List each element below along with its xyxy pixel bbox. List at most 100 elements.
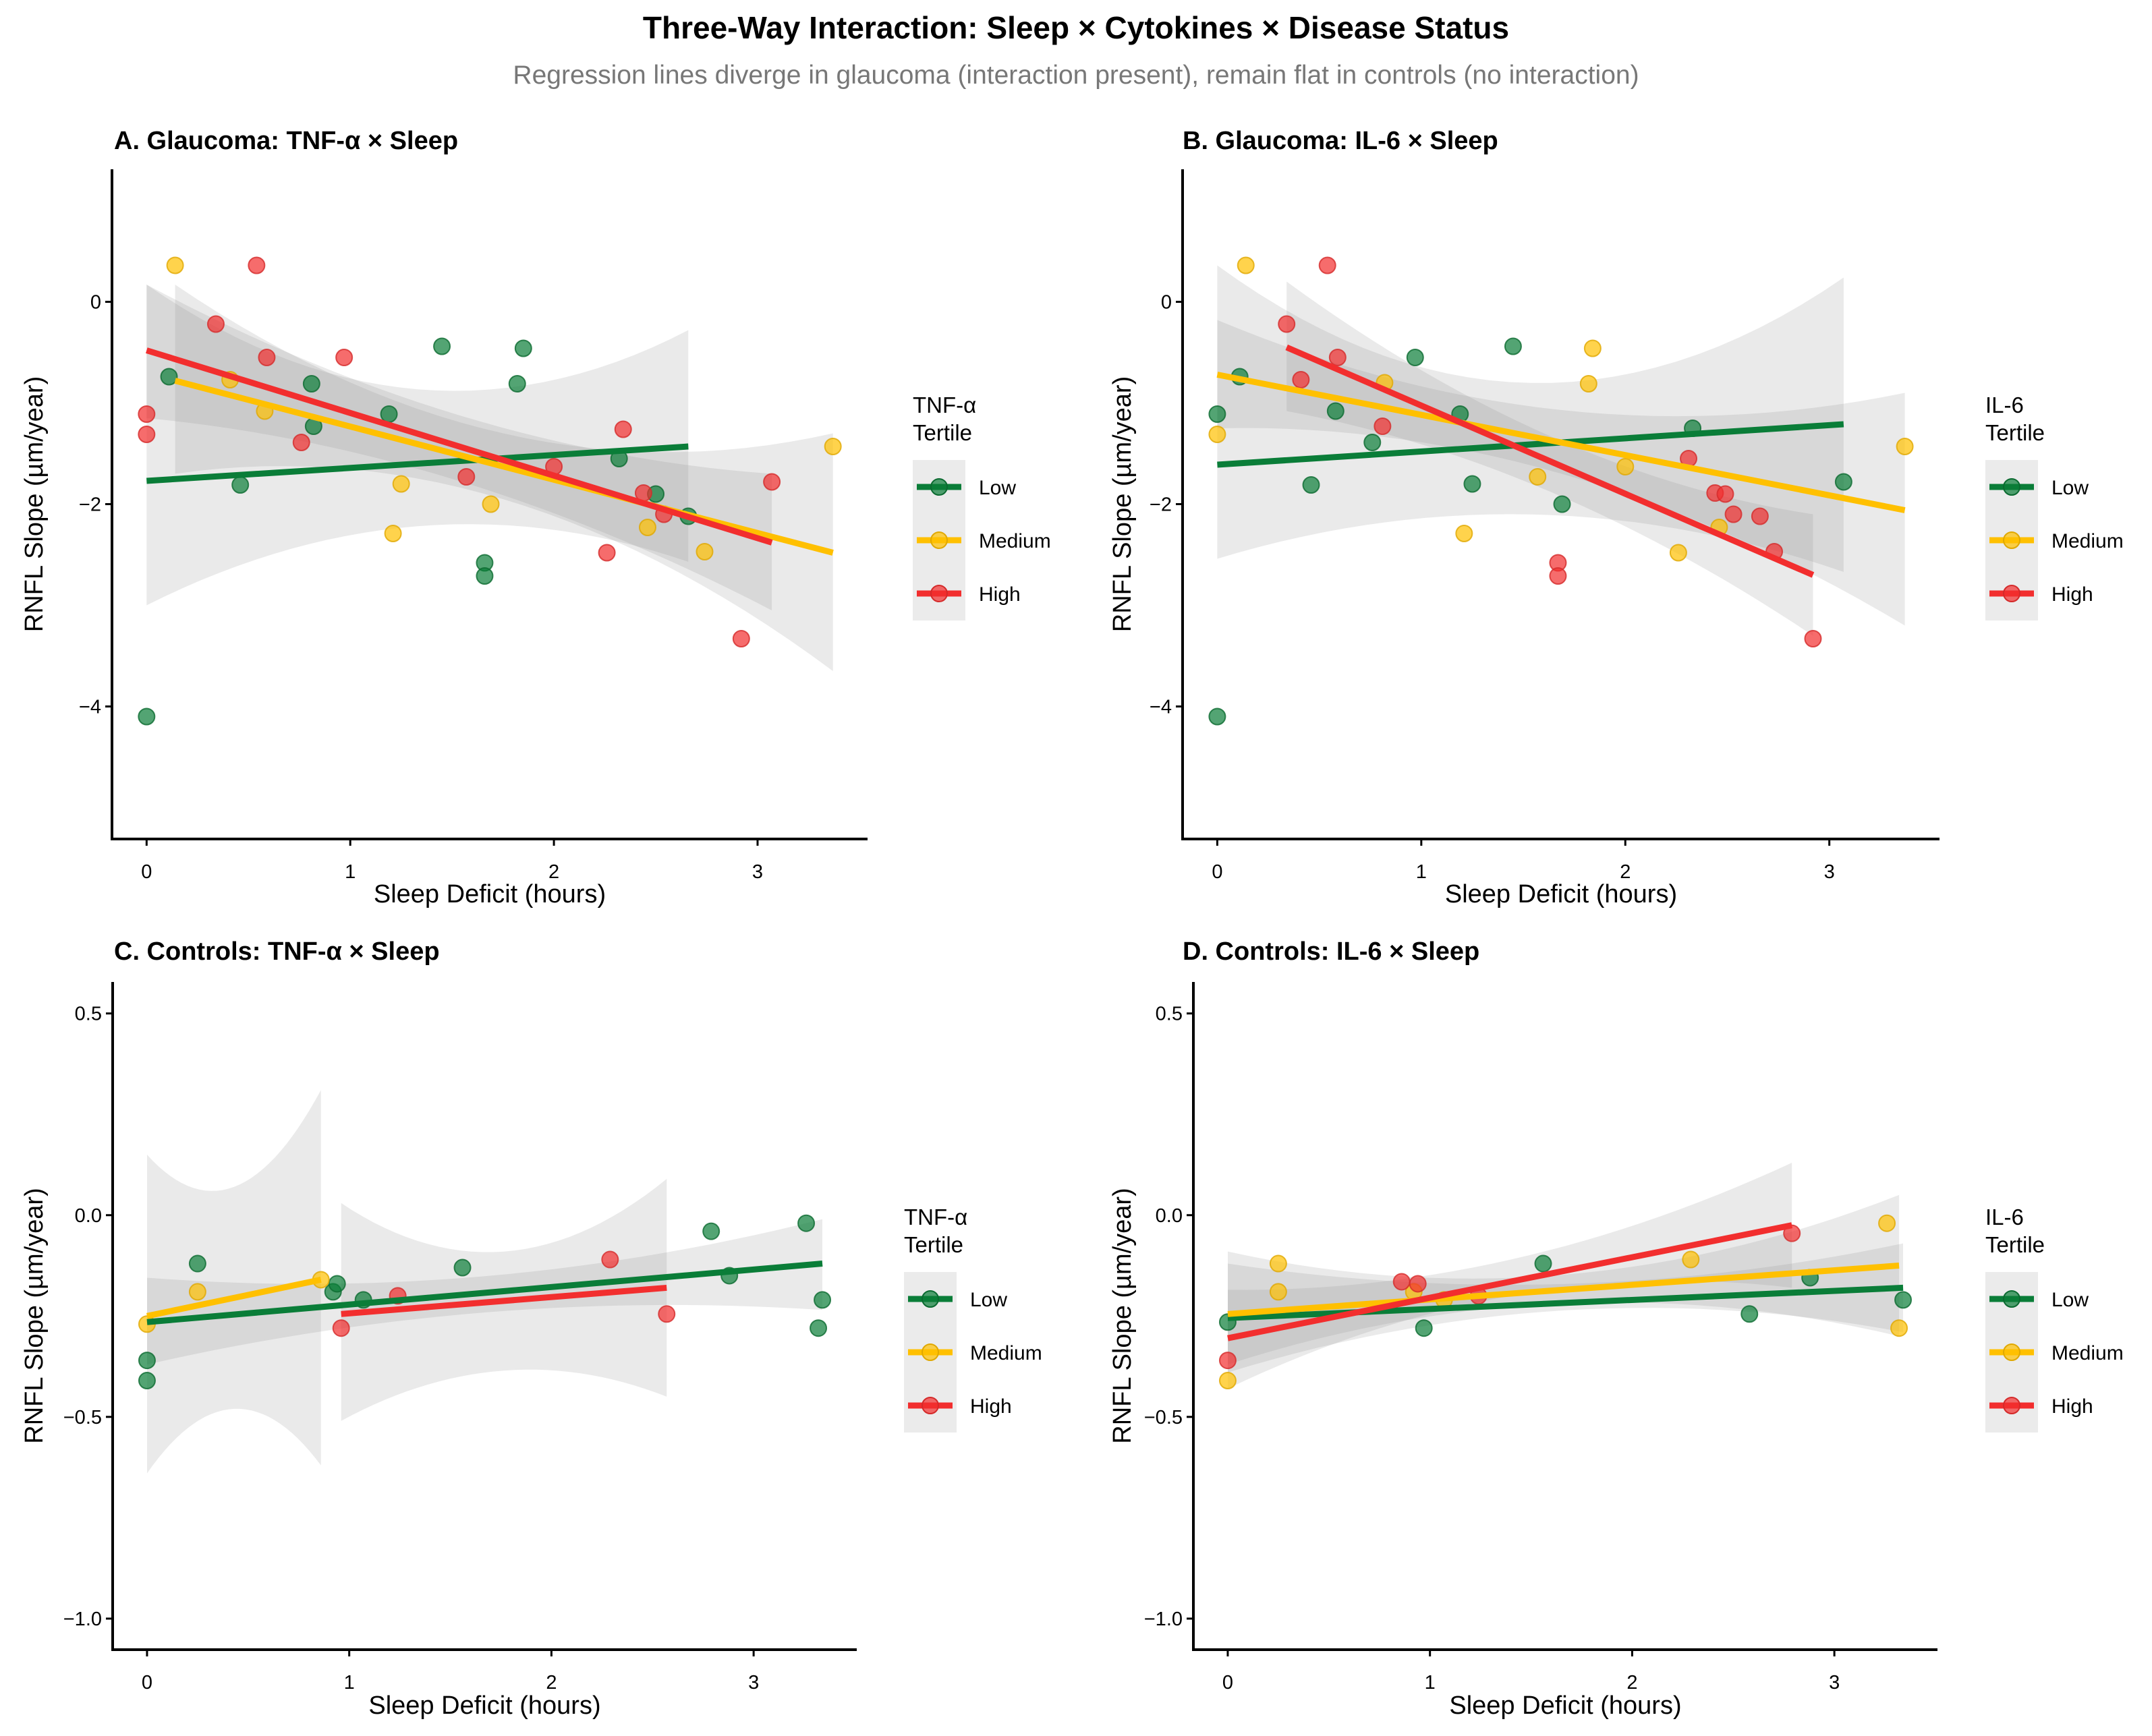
panel-c-title: C. Controls: TNF-α × Sleep (114, 937, 440, 966)
data-point-medium (482, 495, 500, 513)
data-point-low (1302, 476, 1320, 494)
legend-title: TNF-α (904, 1205, 967, 1229)
legend-label-medium: Medium (970, 1342, 1042, 1364)
fit-line-low (146, 443, 689, 484)
x-tick-label: 3 (748, 1672, 759, 1694)
data-point-medium (392, 475, 410, 493)
ci-ribbon-medium (175, 285, 833, 671)
data-point-medium (384, 525, 402, 542)
data-point-high (1409, 1275, 1427, 1293)
fit-line-low (146, 1261, 823, 1325)
y-tick-label: −2 (79, 494, 101, 516)
data-point-high (614, 420, 632, 438)
x-tick-label: 1 (1425, 1672, 1436, 1694)
x-tick-label: 0 (142, 1672, 152, 1694)
data-point-high (1804, 630, 1822, 647)
y-axis-label: RNFL Slope (µm/year) (20, 1188, 49, 1443)
fit-line-medium (174, 378, 834, 556)
data-point-medium (1237, 256, 1255, 274)
legend-title-line2: Tertile (904, 1232, 963, 1257)
data-point-medium (1682, 1250, 1700, 1269)
legend-key-point-medium (922, 1343, 939, 1361)
panel-d-title: D. Controls: IL-6 × Sleep (1183, 937, 1480, 966)
legend-key-point-low (930, 478, 948, 496)
data-point-high (292, 434, 310, 451)
legend-label-low: Low (970, 1289, 1007, 1311)
ci-ribbon-medium (1228, 1194, 1900, 1365)
data-point-high (1292, 371, 1310, 388)
fit-line-medium (1227, 1263, 1900, 1317)
data-point-high (258, 349, 276, 366)
x-axis-label: Sleep Deficit (hours) (1449, 1691, 1681, 1720)
data-point-high (1392, 1273, 1411, 1291)
data-point-low (1406, 349, 1424, 366)
legend-key-point-low (2003, 1290, 2020, 1308)
data-point-medium (166, 256, 184, 274)
legend-key-point-medium (2003, 531, 2020, 549)
fit-line-high (341, 1284, 667, 1317)
legend-key-point-high (930, 585, 948, 602)
x-tick-label: 0 (1212, 861, 1222, 883)
y-tick-label: −4 (1150, 697, 1172, 718)
y-axis-label: RNFL Slope (µm/year) (1108, 376, 1137, 632)
data-point-high (335, 349, 353, 366)
legend-key-point-high (2003, 1397, 2020, 1414)
data-point-low (1894, 1291, 1913, 1309)
y-tick-label: −0.5 (1144, 1407, 1183, 1428)
fit-line-medium (1216, 372, 1906, 513)
y-tick-label: −1.0 (63, 1609, 102, 1630)
panel-b-title: B. Glaucoma: IL-6 × Sleep (1183, 127, 1498, 155)
y-tick-label: 0.0 (1156, 1205, 1183, 1227)
data-point-medium (638, 519, 656, 536)
x-tick-label: 1 (1416, 861, 1427, 883)
data-point-low (138, 1352, 156, 1370)
legend: IL-6 Tertile Low Medium High (1985, 393, 2124, 620)
data-point-medium (1208, 426, 1226, 443)
y-tick-label: −1.0 (1144, 1609, 1183, 1630)
legend-title-line2: Tertile (1985, 420, 2045, 445)
data-point-medium (188, 1283, 206, 1301)
ci-ribbon-medium (1217, 320, 1905, 626)
data-point-high (248, 256, 266, 274)
y-tick-label: −4 (79, 697, 101, 718)
panel-b: 0 1 2 3 0 −2 −4 Sleep Deficit (hours) RNFL Slope… (1108, 169, 2124, 908)
ci-ribbon-high (1228, 1163, 1792, 1389)
x-tick-label: 2 (546, 1672, 557, 1694)
data-point-medium (1529, 468, 1547, 486)
data-point-low (514, 339, 532, 357)
fit-line-low (1217, 421, 1844, 468)
data-point-low (188, 1254, 206, 1273)
legend-label-low: Low (2051, 477, 2089, 499)
fit-line-high (1285, 344, 1815, 578)
x-tick-label: 0 (1222, 1672, 1233, 1694)
data-point-medium (1669, 544, 1687, 562)
data-point-high (138, 426, 156, 443)
data-point-low (1740, 1305, 1759, 1323)
x-tick-label: 0 (141, 861, 152, 883)
data-point-high (1783, 1224, 1801, 1242)
legend: TNF-α Tertile Low Medium High (904, 1205, 1042, 1433)
y-axis-label: RNFL Slope (µm/year) (1108, 1188, 1137, 1443)
fit-line-medium (146, 1277, 322, 1319)
legend-title-line2: Tertile (913, 420, 972, 445)
data-point-low (476, 567, 494, 585)
data-point-high (1724, 505, 1743, 523)
legend: TNF-α Tertile Low Medium High (913, 393, 1051, 620)
data-point-medium (1896, 438, 1914, 455)
data-point-low (814, 1291, 832, 1309)
legend-key-point-medium (2003, 1343, 2020, 1361)
data-point-low (433, 337, 451, 355)
data-point-medium (696, 543, 714, 560)
data-point-medium (1455, 525, 1473, 542)
ci-ribbon-low (1217, 265, 1844, 572)
figure-subtitle: Regression lines diverge in glaucoma (in… (513, 61, 1639, 90)
data-point-low (302, 375, 320, 393)
x-axis-label: Sleep Deficit (hours) (368, 1691, 600, 1720)
y-tick-label: −2 (1150, 494, 1172, 516)
ci-ribbon-medium (147, 1090, 321, 1474)
data-point-medium (1269, 1283, 1287, 1301)
legend-title: TNF-α (913, 393, 976, 417)
data-point-high (1716, 485, 1734, 503)
data-point-high (457, 468, 476, 486)
data-point-low (160, 368, 178, 386)
